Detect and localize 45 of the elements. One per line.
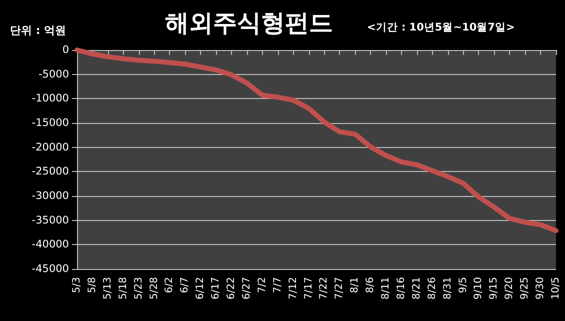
x-tick-label: 6/27 bbox=[241, 277, 252, 300]
x-tick-label: 6/12 bbox=[195, 277, 206, 300]
x-tick-label: 6/7 bbox=[180, 277, 191, 294]
x-tick-label: 7/27 bbox=[334, 277, 346, 300]
y-tick-label: -45000 bbox=[32, 263, 69, 275]
x-tick-label: 8/1 bbox=[350, 277, 361, 294]
y-tick-label: -35000 bbox=[32, 214, 69, 226]
x-tick-label: 5/13 bbox=[102, 277, 114, 300]
x-tick-label: 7/12 bbox=[288, 277, 299, 300]
x-tick-label: 7/2 bbox=[256, 277, 268, 294]
chart-subtitle: <기간 : 10년5월~10월7일> bbox=[367, 22, 515, 34]
x-tick-label: 6/2 bbox=[164, 277, 176, 294]
x-tick-label: 9/30 bbox=[535, 277, 546, 300]
x-tick-label: 5/23 bbox=[133, 277, 144, 300]
x-tick-label: 7/7 bbox=[272, 277, 284, 294]
x-tick-label: 8/11 bbox=[380, 277, 392, 300]
x-tick-label: 7/22 bbox=[318, 277, 330, 300]
y-tick-label: -20000 bbox=[32, 141, 69, 154]
x-tick-label: 5/28 bbox=[148, 277, 160, 300]
x-tick-label: 8/6 bbox=[365, 277, 376, 294]
y-tick-label: -25000 bbox=[32, 166, 69, 178]
y-tick-label: 0 bbox=[62, 44, 69, 56]
y-tick-label: -30000 bbox=[32, 190, 69, 202]
x-tick-label: 9/25 bbox=[520, 277, 531, 300]
y-tick-label: -5000 bbox=[38, 68, 69, 80]
x-tick-label: 9/20 bbox=[504, 277, 516, 300]
x-tick-label: 7/17 bbox=[303, 277, 314, 300]
chart-title: 해외주식형펀드 bbox=[165, 9, 333, 37]
x-tick-label: 6/17 bbox=[210, 277, 222, 300]
y-tick-label: -40000 bbox=[32, 238, 69, 251]
x-tick-label: 5/18 bbox=[118, 277, 129, 300]
x-tick-label: 8/31 bbox=[442, 277, 454, 300]
x-tick-label: 6/22 bbox=[226, 277, 238, 300]
x-tick-label: 5/8 bbox=[86, 277, 98, 294]
x-tick-label: 9/5 bbox=[458, 277, 469, 294]
x-tick-label: 9/10 bbox=[473, 277, 484, 300]
y-tick-label: -10000 bbox=[32, 92, 69, 105]
x-tick-label: 8/26 bbox=[426, 277, 438, 300]
x-tick-label: 10/5 bbox=[550, 277, 562, 300]
y-axis-title: 단위 : 억원 bbox=[10, 24, 66, 37]
x-tick-label: 5/3 bbox=[72, 277, 82, 294]
x-tick-label: 8/21 bbox=[411, 277, 422, 300]
y-tick-label: -15000 bbox=[32, 117, 69, 129]
x-tick-label: 9/15 bbox=[488, 277, 500, 300]
x-tick-label: 8/16 bbox=[396, 277, 407, 300]
